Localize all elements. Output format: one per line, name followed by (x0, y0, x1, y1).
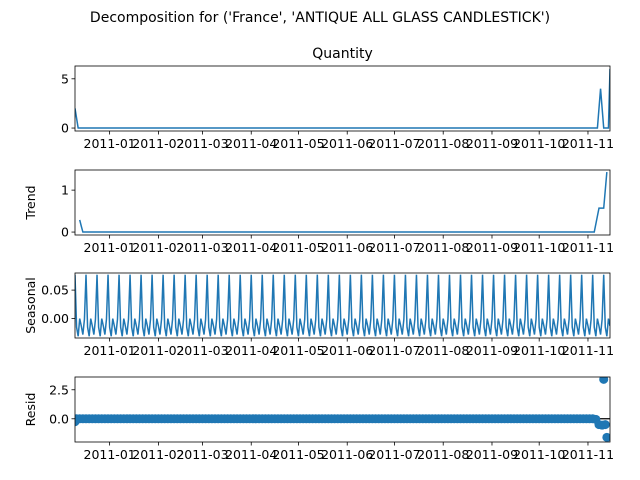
x-tick-label: 2011-09 (466, 240, 518, 255)
y-axis-label-seasonal: Seasonal (23, 277, 38, 334)
x-tick-label: 2011-02 (132, 136, 184, 151)
y-tick-label: 2.5 (49, 382, 69, 397)
resid-point (602, 432, 610, 442)
x-tick-label: 2011-03 (176, 136, 228, 151)
x-tick-label: 2011-04 (225, 343, 277, 358)
resid-point (599, 377, 609, 384)
axes-frame-seasonal (74, 272, 611, 339)
x-tick-label: 2011-10 (513, 136, 565, 151)
x-tick-label: 2011-06 (321, 447, 373, 462)
series-line-trend (78, 172, 608, 233)
x-tick-label: 2011-03 (176, 447, 228, 462)
x-tick-label: 2011-06 (321, 136, 373, 151)
x-tick-label: 2011-07 (368, 447, 420, 462)
x-tick-label: 2011-08 (417, 447, 469, 462)
y-tick-label: 0.0 (49, 411, 69, 426)
series-line-seasonal (75, 274, 610, 337)
x-tick-label: 2011-10 (513, 343, 565, 358)
x-tick-label: 2011-07 (368, 136, 420, 151)
x-tick-label: 2011-01 (84, 240, 136, 255)
axes-frame-observed (74, 65, 611, 132)
plot-area-resid (75, 377, 610, 442)
x-tick-label: 2011-10 (513, 240, 565, 255)
x-tick-label: 2011-07 (368, 240, 420, 255)
x-tick-label: 2011-09 (466, 343, 518, 358)
x-tick-label: 2011-07 (368, 343, 420, 358)
resid-point (75, 417, 80, 427)
panel-trend: 012011-012011-022011-032011-042011-05201… (23, 169, 614, 255)
x-tick-label: 2011-11 (562, 343, 614, 358)
panel-title-observed: Quantity (312, 46, 373, 62)
y-tick-label: 0 (61, 121, 69, 136)
resid-point (600, 420, 610, 430)
x-tick-label: 2011-06 (321, 343, 373, 358)
panel-observed: 052011-012011-022011-032011-042011-05201… (61, 46, 614, 151)
x-tick-label: 2011-05 (272, 240, 324, 255)
y-tick-label: 5 (61, 71, 69, 86)
x-tick-label: 2011-08 (417, 136, 469, 151)
x-tick-label: 2011-03 (176, 343, 228, 358)
y-tick-label: 0 (61, 225, 69, 240)
x-tick-label: 2011-02 (132, 240, 184, 255)
x-tick-label: 2011-05 (272, 447, 324, 462)
plot-area-trend (78, 172, 608, 233)
y-tick-label: 1 (61, 183, 69, 198)
x-tick-label: 2011-11 (562, 240, 614, 255)
x-tick-label: 2011-10 (513, 447, 565, 462)
y-tick-label: 0.05 (41, 283, 69, 298)
x-tick-label: 2011-04 (225, 447, 277, 462)
y-axis-label-resid: Resid (23, 393, 38, 427)
y-tick-label: 0.00 (41, 311, 69, 326)
x-tick-label: 2011-11 (562, 136, 614, 151)
x-tick-label: 2011-01 (84, 343, 136, 358)
axes-frame-trend (74, 169, 611, 236)
x-tick-label: 2011-05 (272, 136, 324, 151)
plot-area-seasonal (75, 274, 610, 337)
plot-area-observed (75, 68, 610, 129)
x-tick-label: 2011-11 (562, 447, 614, 462)
panel-seasonal: 0.000.052011-012011-022011-032011-042011… (23, 272, 614, 358)
series-line-observed (75, 68, 610, 129)
x-tick-label: 2011-03 (176, 240, 228, 255)
x-tick-label: 2011-06 (321, 240, 373, 255)
y-axis-label-trend: Trend (23, 185, 38, 220)
panels: 052011-012011-022011-032011-042011-05201… (23, 46, 614, 462)
figure-suptitle: Decomposition for ('France', 'ANTIQUE AL… (90, 10, 550, 26)
x-tick-label: 2011-01 (84, 136, 136, 151)
x-tick-label: 2011-01 (84, 447, 136, 462)
x-tick-label: 2011-05 (272, 343, 324, 358)
x-tick-label: 2011-02 (132, 343, 184, 358)
x-tick-label: 2011-04 (225, 136, 277, 151)
x-tick-label: 2011-08 (417, 343, 469, 358)
panel-resid: 0.02.52011-012011-022011-032011-042011-0… (23, 376, 614, 462)
x-tick-label: 2011-02 (132, 447, 184, 462)
axes-frame-resid (74, 376, 611, 443)
x-tick-label: 2011-09 (466, 447, 518, 462)
x-tick-label: 2011-04 (225, 240, 277, 255)
x-tick-label: 2011-09 (466, 136, 518, 151)
x-tick-label: 2011-08 (417, 240, 469, 255)
